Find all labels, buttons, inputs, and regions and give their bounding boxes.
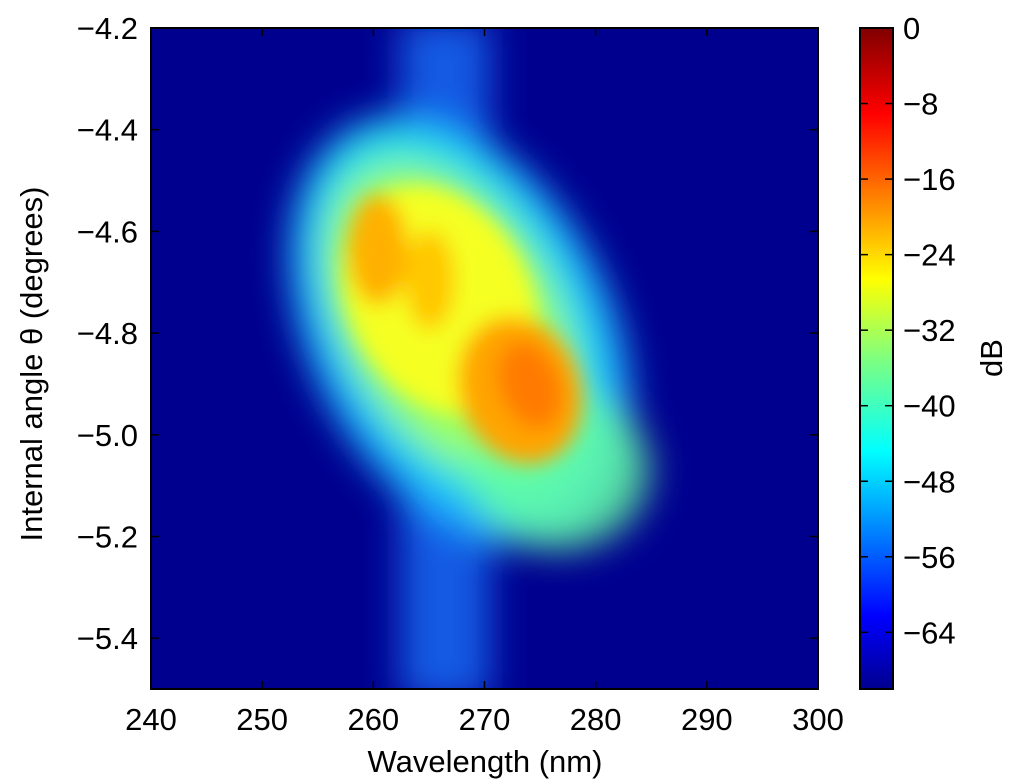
colorbar-tick-label: −24 [903,238,956,273]
y-tick-label: −4.6 [77,214,138,249]
heatmap-image [151,28,818,689]
y-axis-title: Internal angle θ (degrees) [14,186,49,541]
colorbar-tick-label: −64 [903,615,956,650]
x-tick-label: 250 [236,702,288,737]
x-axis-ticks: 240 250 260 270 280 290 300 [125,28,844,737]
colorbar-tick-label: −32 [903,313,956,348]
x-tick-label: 240 [125,702,177,737]
x-tick-label: 260 [347,702,399,737]
colorbar [859,27,894,690]
orange-left [348,195,408,305]
y-tick-label: −4.8 [77,316,138,351]
colorbar-tick-label: −8 [903,87,938,122]
x-tick-label: 300 [792,702,844,737]
colorbar-ticks: 0 −8 −16 −24 −32 −40 −48 −56 −64 [860,11,956,650]
colorbar-tick-label: −40 [903,389,956,424]
y-tick-label: −5.2 [77,519,138,554]
x-tick-label: 280 [570,702,622,737]
colorbar-tick-label: −16 [903,162,956,197]
colorbar-label: dB [974,339,1009,377]
y-tick-label: −4.2 [77,11,138,46]
x-tick-label: 290 [681,702,733,737]
y-tick-label: −4.4 [77,113,138,148]
y-axis-ticks: −4.2 −4.4 −4.6 −4.8 −5.0 −5.2 −5.4 [77,11,818,656]
y-tick-label: −5.0 [77,418,138,453]
colorbar-tick-label: 0 [903,11,920,46]
colorbar-tick-label: −56 [903,540,956,575]
orange-middle [405,230,455,330]
colorbar-tick-label: −48 [903,464,956,499]
main-hotspot-core [497,341,563,429]
x-axis-title: Wavelength (nm) [368,744,603,779]
y-tick-label: −5.4 [77,621,138,656]
x-tick-label: 270 [459,702,511,737]
